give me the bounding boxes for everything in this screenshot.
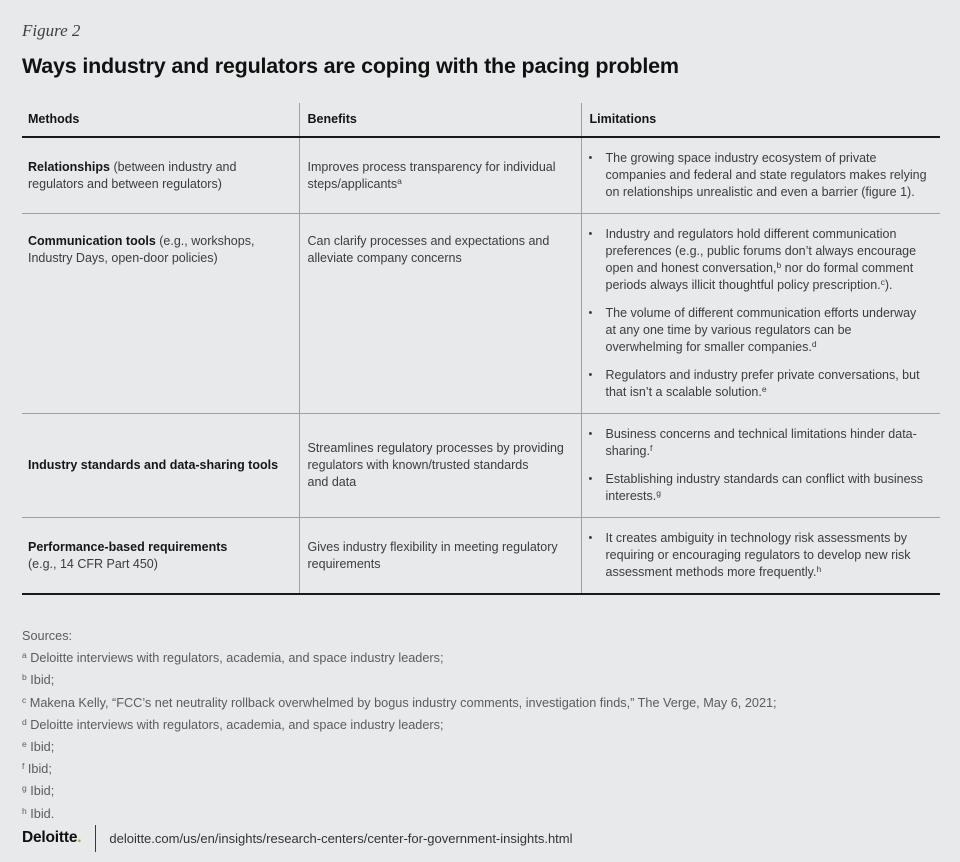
footer-url: deloitte.com/us/en/insights/research-cen… [109,830,573,846]
limitation-bullet: • Industry and regulators hold different … [588,227,917,292]
benefit-cell: Improves process transparency for indivi… [299,137,582,214]
limitations-list: • The growing space industry ecosystem of… [588,150,931,201]
table-header-row: Methods Benefits Limitations [22,103,940,138]
method-detail: (between industry and regulators and bet… [28,159,237,191]
limitations-cell: • Industry and regulators hold different … [581,213,940,414]
source-line: b Ibid; [22,672,55,688]
source-line: g Ibid; [22,783,55,799]
bullet-icon: • [588,228,593,240]
limitation-bullet: • The volume of different communication e… [588,306,917,354]
method-cell: Performance-based requirements (e.g., 14 … [22,517,300,595]
column-header-benefits: Benefits [299,103,582,138]
limitations-cell: • It creates ambiguity in technology risk… [581,517,940,595]
bullet-icon: • [588,307,593,319]
method-name: Industry standards and data-sharing tool… [28,458,279,472]
source-line: f Ibid; [22,761,52,777]
table-row: Performance-based requirements (e.g., 14 … [22,517,940,595]
table-row: Communication tools (e.g., workshops, In… [22,213,940,414]
limitation-bullet: • The growing space industry ecosystem of… [588,151,927,199]
column-header-limitations: Limitations [581,103,940,138]
deloitte-logo: Deloitte. [22,829,82,847]
benefit-text: Streamlines regulatory processes by prov… [307,441,564,489]
bullet-icon: • [588,532,593,544]
source-line: e Ibid; [22,739,55,755]
source-line: h Ibid. [22,805,55,821]
source-line: a Deloitte interviews with regulators, a… [22,650,444,666]
benefit-text: Improves process transparency for indivi… [307,159,556,191]
table-row: Relationships (between industry and regu… [22,137,940,214]
method-name: Performance-based requirements [28,539,228,554]
limitations-list: • Industry and regulators hold different … [588,226,931,401]
method-cell: Communication tools (e.g., workshops, In… [22,213,300,414]
source-line: d Deloitte interviews with regulators, a… [22,716,444,732]
deloitte-wordmark: Deloitte [22,829,78,847]
limitation-bullet: • Establishing industry standards can con… [588,472,924,503]
table-row: Industry standards and data-sharing tool… [22,413,940,518]
limitation-bullet: • It creates ambiguity in technology risk… [588,531,911,579]
footer-divider [95,824,97,852]
bullet-icon: • [588,369,593,381]
figure-label: Figure 2 [22,21,81,40]
figure-title: Ways industry and regulators are coping … [22,54,679,78]
limitation-bullet: • Business concerns and technical limitat… [588,427,917,458]
limitations-cell: • The growing space industry ecosystem of… [581,137,940,214]
benefit-cell: Gives industry flexibility in meeting re… [299,517,582,595]
limitations-list: • It creates ambiguity in technology risk… [588,530,931,581]
limitations-cell: • Business concerns and technical limitat… [581,413,940,518]
footer: Deloitte. deloitte.com/us/en/insights/re… [22,824,938,862]
sources-label: Sources: [22,629,73,643]
method-cell: Industry standards and data-sharing tool… [22,413,300,518]
benefit-text: Gives industry flexibility in meeting re… [307,539,558,571]
sources-section: Sources: a Deloitte interviews with regu… [22,625,938,825]
benefit-text: Can clarify processes and expectations a… [307,234,550,265]
method-name: Relationships [28,159,110,174]
method-cell: Relationships (between industry and regu… [22,137,300,214]
bullet-icon: • [588,428,593,440]
methods-benefits-limitations-table: Methods Benefits Limitations Relationshi… [22,103,940,595]
method-detail: (e.g., workshops, Industry Days, open-do… [28,234,255,265]
bullet-icon: • [588,473,593,485]
column-header-methods: Methods [22,103,300,138]
bullet-icon: • [588,152,593,164]
limitation-bullet: • Regulators and industry prefer private … [588,368,920,399]
limitations-list: • Business concerns and technical limitat… [588,426,931,505]
method-name: Communication tools [28,234,156,248]
benefit-cell: Streamlines regulatory processes by prov… [299,413,582,518]
source-line: c Makena Kelly, “FCC’s net neutrality ro… [22,694,777,710]
benefit-cell: Can clarify processes and expectations a… [299,213,582,414]
method-detail: (e.g., 14 CFR Part 450) [28,556,158,571]
deloitte-green-dot-icon: . [77,829,82,847]
